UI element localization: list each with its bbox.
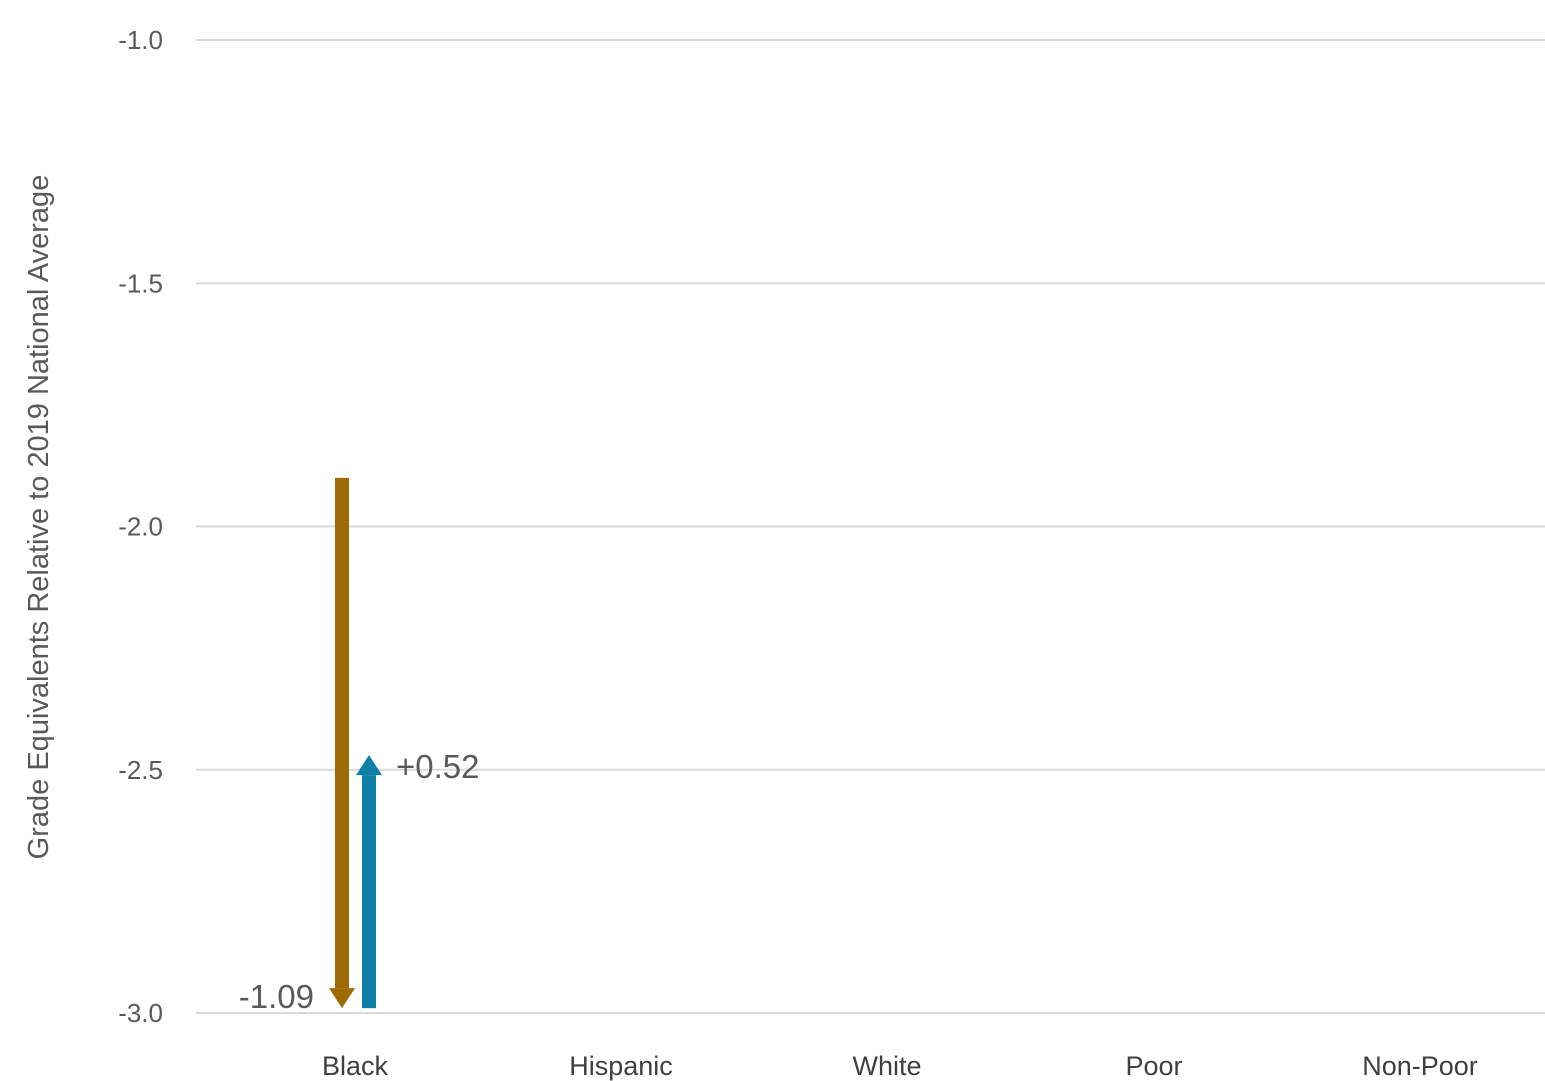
x-category-labels: Black Hispanic White Poor Non-Poor xyxy=(322,1051,1478,1081)
x-category-label: Hispanic xyxy=(569,1051,673,1081)
arrow-head xyxy=(329,988,355,1009)
x-category-label: Poor xyxy=(1125,1051,1182,1081)
y-tick-label: -2.0 xyxy=(118,512,163,542)
arrow-marks xyxy=(329,477,382,1009)
arrow-up-black xyxy=(356,755,382,1009)
arrow-shaft xyxy=(335,477,349,989)
y-tick-label: -1.0 xyxy=(118,25,163,55)
arrow-head xyxy=(356,755,382,776)
x-category-label: White xyxy=(852,1051,921,1081)
x-category-label: Non-Poor xyxy=(1362,1051,1478,1081)
data-labels: -1.09 +0.52 xyxy=(239,748,480,1015)
data-label: +0.52 xyxy=(396,748,480,785)
y-tick-label: -1.5 xyxy=(118,268,163,298)
y-axis-title: Grade Equivalents Relative to 2019 Natio… xyxy=(23,175,55,860)
data-label: -1.09 xyxy=(239,978,314,1015)
y-tick-labels: -1.0 -1.5 -2.0 -2.5 -3.0 xyxy=(118,25,163,1028)
x-category-label: Black xyxy=(322,1051,389,1081)
gridlines xyxy=(196,39,1545,1014)
arrow-down-black xyxy=(329,477,355,1009)
arrow-shaft xyxy=(362,775,376,1009)
y-tick-label: -3.0 xyxy=(118,998,163,1028)
y-tick-label: -2.5 xyxy=(118,755,163,785)
